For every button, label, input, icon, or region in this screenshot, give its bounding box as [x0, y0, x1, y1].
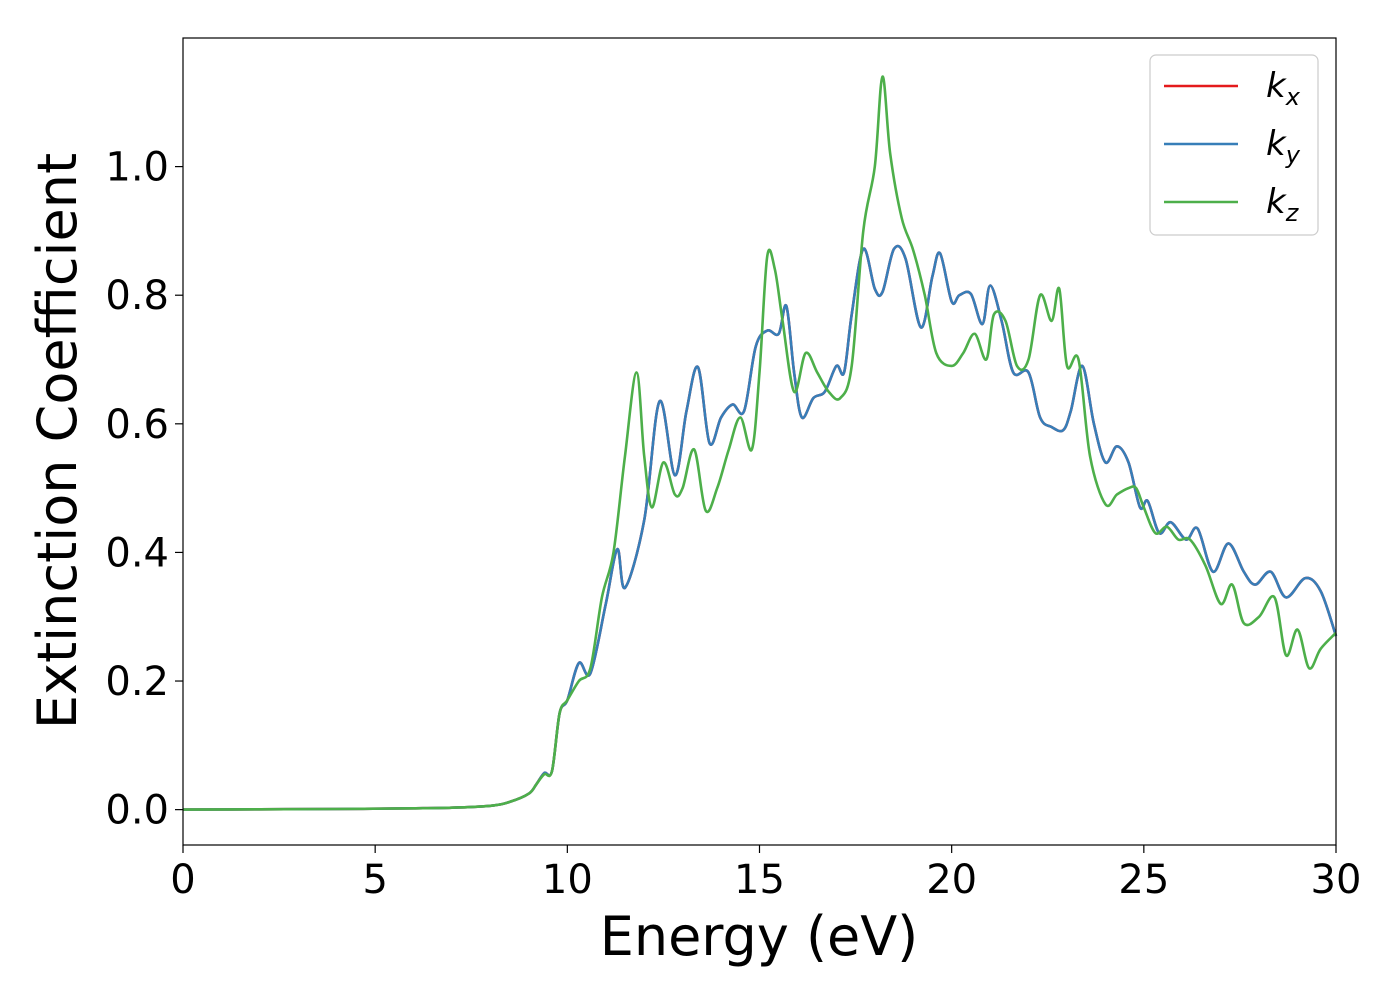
legend-label-kx: kx	[1266, 66, 1301, 111]
y-tick-label: 0.6	[105, 402, 169, 448]
legend-label-ky: ky	[1266, 124, 1301, 169]
x-axis-label: Energy (eV)	[600, 905, 919, 968]
x-axis: 0 5 10 15 20 25 30	[170, 845, 1361, 903]
legend-label-kz: kz	[1266, 182, 1300, 227]
x-tick-label: 30	[1311, 857, 1362, 903]
x-tick-label: 5	[362, 857, 387, 903]
series-lines	[182, 75, 1338, 811]
series-line-kz	[182, 75, 1337, 811]
y-axis-label: Extinction Coefficient	[26, 153, 89, 729]
x-tick-label: 15	[734, 857, 785, 903]
x-tick-label: 0	[170, 857, 195, 903]
y-tick-label: 1.0	[105, 145, 169, 191]
y-tick-label: 0.4	[105, 530, 169, 576]
x-tick-label: 20	[926, 857, 977, 903]
legend: kx ky kz	[1149, 54, 1319, 236]
y-tick-label: 0.0	[105, 788, 169, 834]
x-tick-label: 25	[1118, 857, 1169, 903]
y-tick-label: 0.8	[105, 273, 169, 319]
x-tick-label: 10	[542, 857, 593, 903]
y-tick-label: 0.2	[105, 659, 169, 705]
y-axis: 0.0 0.2 0.4 0.6 0.8 1.0	[105, 145, 183, 834]
